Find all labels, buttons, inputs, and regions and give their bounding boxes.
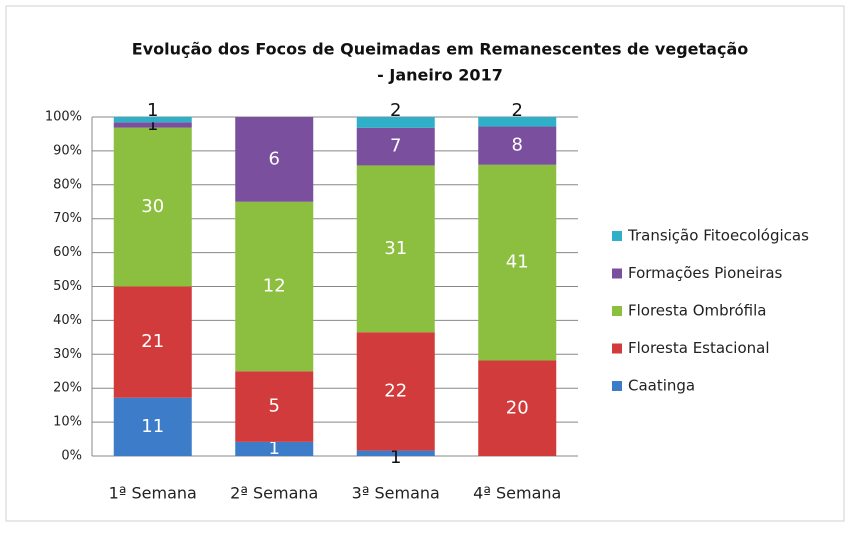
value-label: 20 <box>506 397 529 418</box>
legend-swatch <box>612 381 622 391</box>
bar-segment <box>235 201 314 372</box>
y-tick-label: 0% <box>61 449 82 464</box>
legend-swatch <box>612 268 622 279</box>
value-label: 22 <box>384 380 407 401</box>
value-label: 1 <box>147 100 158 121</box>
legend-label: Formações Pioneiras <box>628 264 783 282</box>
bar-segment <box>235 441 314 456</box>
y-tick-label: 90% <box>53 143 82 158</box>
y-tick-label: 40% <box>53 313 82 328</box>
legend-label: Floresta Ombrófila <box>628 302 766 320</box>
bar-segment <box>356 117 435 128</box>
y-tick-label: 30% <box>53 347 82 362</box>
legend-swatch <box>612 306 622 316</box>
y-tick-label: 10% <box>53 415 82 430</box>
bar-segment <box>478 117 557 127</box>
chart-title: Evolução dos Focos de Queimadas em Reman… <box>132 40 748 59</box>
x-tick-label: 3ª Semana <box>352 484 440 503</box>
x-tick-label: 4ª Semana <box>473 484 561 503</box>
value-label: 21 <box>141 331 164 352</box>
x-tick-label: 2ª Semana <box>230 484 318 503</box>
bar-segment <box>478 360 557 456</box>
y-tick-label: 70% <box>53 211 82 226</box>
chart-title: - Janeiro 2017 <box>377 66 503 85</box>
legend-label: Transição Fitoecológicas <box>627 227 809 245</box>
value-label: 8 <box>512 135 523 156</box>
legend-label: Floresta Estacional <box>628 339 770 357</box>
y-tick-label: 60% <box>53 245 82 260</box>
y-tick-label: 100% <box>45 110 82 125</box>
bar-segment <box>235 371 314 442</box>
value-label: 5 <box>269 396 280 417</box>
legend-swatch <box>612 343 622 354</box>
value-label: 31 <box>384 238 407 259</box>
value-label: 7 <box>390 136 401 157</box>
value-label: 6 <box>269 148 280 169</box>
bar-segment <box>356 450 435 456</box>
y-tick-label: 20% <box>53 381 82 396</box>
value-label: 12 <box>263 276 286 297</box>
legend-label: Caatinga <box>628 377 695 395</box>
y-tick-label: 80% <box>53 177 82 192</box>
bar-segment <box>356 165 435 333</box>
bar-segment <box>113 286 192 398</box>
value-label: 1 <box>269 438 280 459</box>
bar-segment <box>356 127 435 166</box>
bar-segment <box>113 397 192 456</box>
bar-segment <box>113 127 192 287</box>
bar-segment <box>113 117 192 123</box>
y-tick-label: 50% <box>53 279 82 294</box>
value-label: 1 <box>147 114 158 135</box>
value-label: 11 <box>141 416 164 437</box>
value-label: 2 <box>390 100 401 121</box>
bar-segment <box>235 117 314 202</box>
bar-segment <box>113 122 192 128</box>
value-label: 41 <box>506 252 529 273</box>
value-label: 30 <box>141 196 164 217</box>
bar-segment <box>356 332 435 451</box>
value-label: 2 <box>512 100 523 121</box>
x-tick-label: 1ª Semana <box>109 484 197 503</box>
value-label: 1 <box>390 447 401 468</box>
bar-segment <box>478 164 557 361</box>
bar-segment <box>478 126 557 165</box>
legend-swatch <box>612 231 622 241</box>
